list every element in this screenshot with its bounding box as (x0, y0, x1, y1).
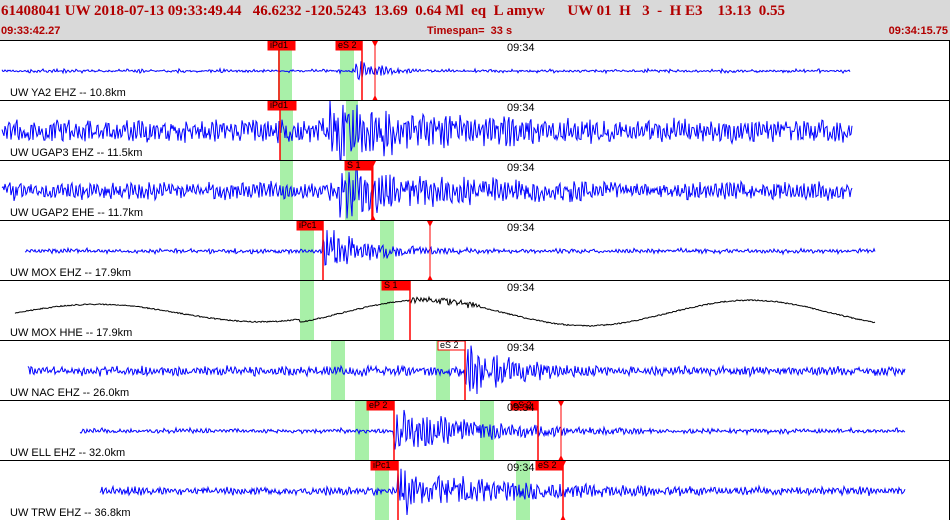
phase-window (280, 161, 293, 220)
trace-panel[interactable]: eP 2 eS 2 09:34 UW ELL EHZ -- 32.0km (0, 400, 950, 460)
minute-marker: 09:34 (507, 162, 535, 174)
trace-plot (99, 461, 906, 520)
channel-label: UW YA2 EHZ -- 10.8km (10, 87, 126, 99)
minute-marker: 09:34 (507, 342, 535, 354)
phase-window (480, 401, 494, 460)
minute-marker: 09:34 (507, 42, 535, 54)
channel-label: UW MOX HHE -- 17.9km (10, 327, 133, 339)
pick-label-box (510, 401, 539, 411)
pick-label-box (366, 401, 395, 411)
minute-marker: 09:34 (507, 222, 535, 234)
trace-plot (1, 41, 851, 100)
minute-marker: 09:34 (507, 462, 535, 474)
waveform-line (14, 295, 876, 327)
phase-window (380, 281, 394, 340)
phase-window (380, 221, 394, 280)
pick-label[interactable]: iPd1 (270, 100, 289, 110)
pick-label[interactable]: iPc1 (373, 460, 391, 470)
pick-label[interactable]: S 1 (347, 160, 361, 170)
pick-label[interactable]: iPd1 (270, 40, 289, 50)
channel-label: UW ELL EHZ -- 32.0km (10, 447, 126, 459)
waveform-line (1, 101, 853, 160)
minute-marker: 09:34 (507, 102, 535, 114)
waveform-line (27, 345, 906, 395)
channel-label: UW TRW EHZ -- 36.8km (10, 507, 131, 519)
trace-plot (24, 221, 876, 280)
trace-plot (79, 401, 906, 460)
trace-plot (1, 101, 853, 160)
waveform-line (1, 165, 853, 219)
pick-label[interactable]: eS 2 (338, 40, 357, 50)
pick-label-box (370, 461, 399, 471)
trace-panel[interactable]: iPc1 eS 2 09:34 UW TRW EHZ -- 36.8km (0, 460, 950, 520)
pick-label-box (335, 41, 363, 51)
pick-label[interactable]: eS 2 (440, 340, 459, 350)
channel-label: UW UGAP3 EHZ -- 11.5km (10, 147, 143, 159)
phase-window (436, 341, 450, 400)
event-summary-title: 61408041 UW 2018-07-13 09:33:49.44 46.62… (1, 3, 786, 19)
channel-label: UW NAC EHZ -- 26.0km (10, 387, 130, 399)
trace-plot (27, 341, 906, 400)
channel-label: UW UGAP2 EHE -- 11.7km (10, 207, 144, 219)
trace-panel[interactable]: S 1 09:34 UW MOX HHE -- 17.9km (0, 280, 950, 340)
timespan-readout: Timespan= 33 s (427, 25, 513, 37)
phase-window (331, 341, 345, 400)
phase-window (278, 41, 292, 100)
phase-window (300, 221, 314, 280)
waveform-line (99, 468, 906, 516)
trace-plot (1, 161, 853, 220)
pick-label[interactable]: eS 2 (513, 400, 532, 410)
pick-label[interactable]: iPc1 (299, 220, 317, 230)
pick-label-box (267, 101, 297, 111)
pick-label-box (267, 41, 296, 51)
trace-panel[interactable]: iPd1 eS 2 09:34 UW YA2 EHZ -- 10.8km (0, 40, 950, 100)
pick-label-box (296, 221, 324, 231)
channel-label: UW MOX EHZ -- 17.9km (10, 267, 132, 279)
window-start-time: 09:33:42.27 (1, 25, 61, 37)
waveform-line (79, 409, 906, 450)
pick-label-box (381, 281, 411, 291)
window-end-time: 09:34:15.75 (888, 25, 948, 37)
waveform-line (1, 61, 851, 81)
pick-label[interactable]: S 1 (384, 280, 398, 290)
minute-marker: 09:34 (507, 282, 535, 294)
pick-label-box (437, 341, 466, 351)
trace-panel[interactable]: eS 2 09:34 UW NAC EHZ -- 26.0km (0, 340, 950, 400)
pick-label[interactable]: eP 2 (369, 400, 388, 410)
trace-plot (14, 281, 876, 340)
phase-window (340, 41, 354, 100)
trace-panel[interactable]: S 1 09:34 UW UGAP2 EHE -- 11.7km (0, 160, 950, 220)
waveform-line (24, 230, 876, 266)
trace-panel[interactable]: iPd1 09:34 UW UGAP3 EHZ -- 11.5km (0, 100, 950, 160)
phase-window (300, 281, 314, 340)
event-header: 61408041 UW 2018-07-13 09:33:49.44 46.62… (0, 0, 950, 41)
minute-marker: 09:34 (507, 402, 535, 414)
seismogram-traces[interactable]: iPd1 eS 2 09:34 UW YA2 EHZ -- 10.8km iPd1 09:… (0, 40, 950, 520)
trace-panel[interactable]: iPc1 09:34 UW MOX EHZ -- 17.9km (0, 220, 950, 280)
pick-label-box (344, 161, 373, 171)
pick-label[interactable]: eS 2 (538, 460, 557, 470)
